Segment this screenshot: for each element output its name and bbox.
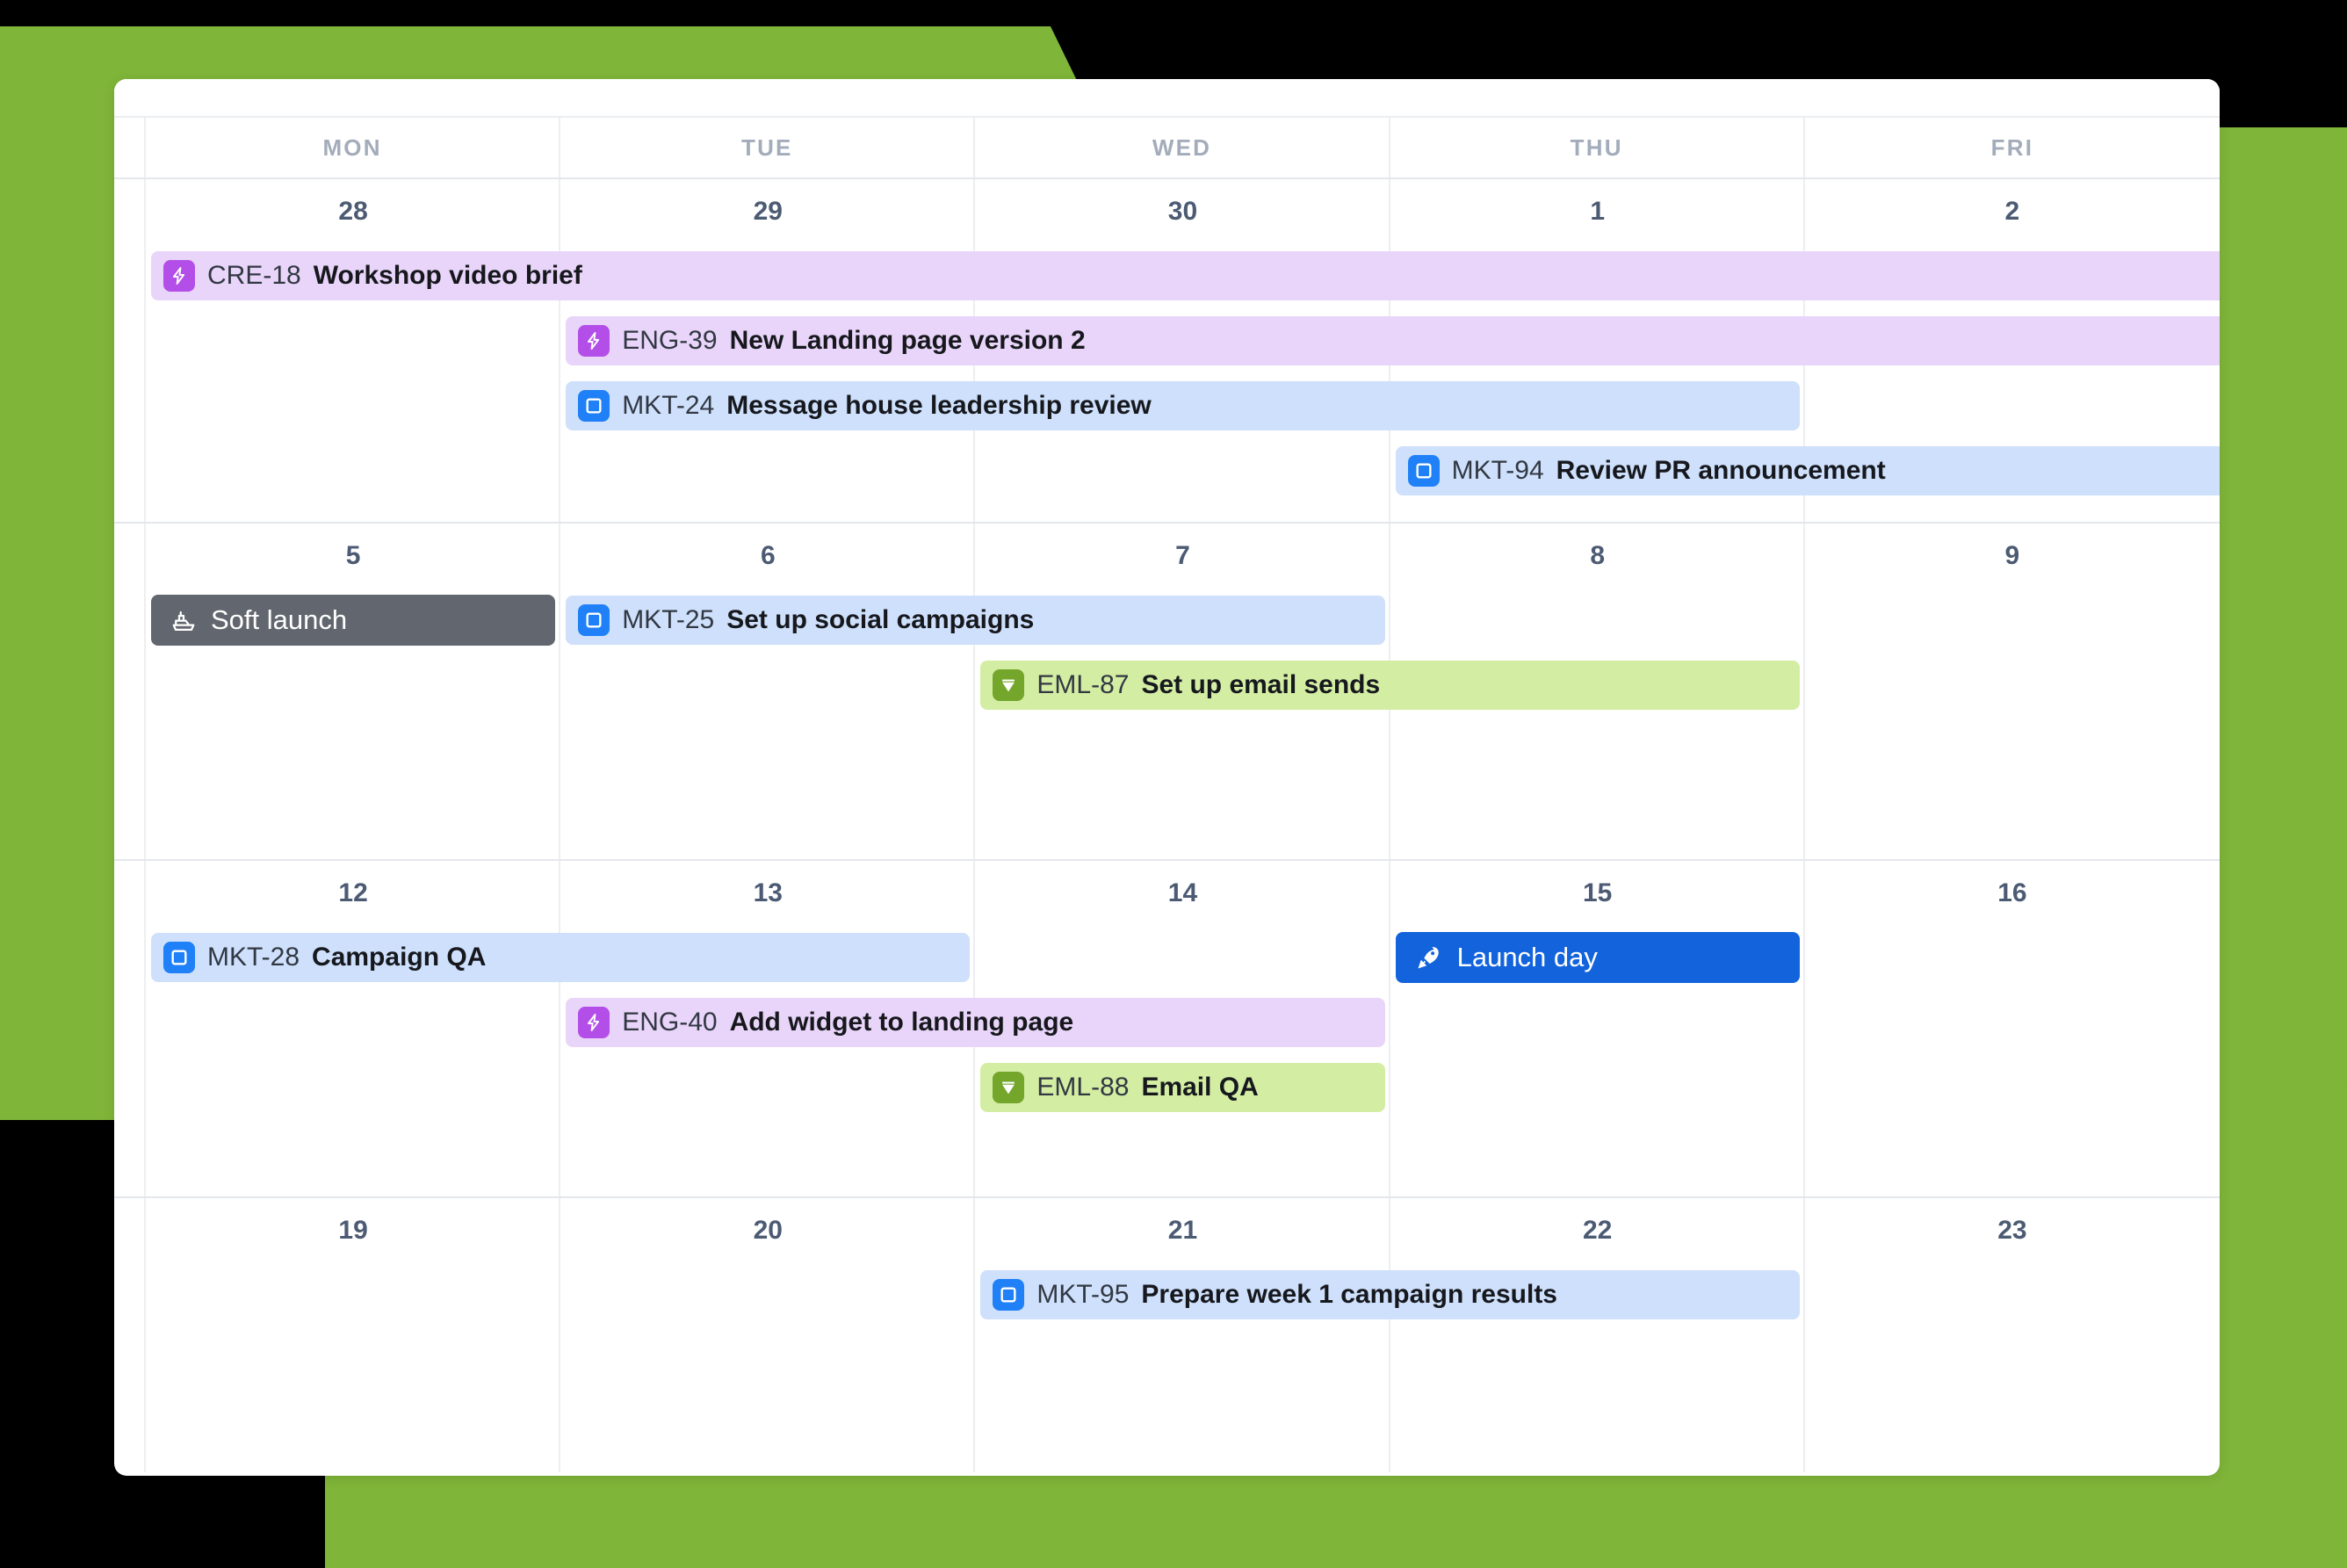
weekday-header-thu: THU: [1390, 118, 1805, 177]
day-number[interactable]: 22: [1583, 1216, 1613, 1245]
day-number[interactable]: 12: [338, 878, 368, 907]
event-title: Add widget to landing page: [729, 1008, 1074, 1037]
day-number[interactable]: 14: [1167, 878, 1198, 907]
event-title: Prepare week 1 campaign results: [1141, 1280, 1557, 1309]
calendar-week-row: 5 6 7 8 9 MKT-25 Set up social campaigns EML-87…: [114, 524, 2220, 861]
calendar-event[interactable]: MKT-95 Prepare week 1 campaign results: [980, 1270, 1800, 1319]
event-title: Workshop video brief: [313, 261, 582, 290]
calendar-weeks: 28 29 30 1 2 CRE-18 Workshop video brief ENG-39…: [114, 179, 2220, 1472]
calendar-week-row: 19 20 21 22 23 MKT-95 Prepare week 1 campaign …: [114, 1198, 2220, 1472]
event-issue-key: EML-87: [1036, 670, 1130, 699]
day-number[interactable]: 30: [1167, 197, 1198, 226]
event-title: Campaign QA: [312, 943, 487, 972]
event-layer: MKT-28 Campaign QA ENG-40 Add widget to lan…: [114, 926, 2220, 1196]
day-number-gutter: [114, 179, 146, 244]
event-title: Message house leadership review: [726, 391, 1152, 420]
day-number[interactable]: 6: [760, 541, 776, 570]
weekday-header-mon: MON: [146, 118, 561, 177]
subtask-chevron-down-icon: [993, 1072, 1025, 1103]
event-issue-key: MKT-94: [1451, 456, 1544, 485]
day-number[interactable]: 15: [1583, 878, 1613, 907]
event-layer: MKT-95 Prepare week 1 campaign results: [114, 1263, 2220, 1472]
event-title: Email QA: [1141, 1073, 1259, 1102]
calendar-milestone[interactable]: Launch day: [1395, 932, 1800, 983]
day-number[interactable]: 1: [1590, 197, 1606, 226]
lightning-bolt-icon: [578, 1007, 610, 1038]
calendar-week-row: 28 29 30 1 2 CRE-18 Workshop video brief ENG-39…: [114, 179, 2220, 524]
event-title: Set up social campaigns: [726, 605, 1035, 634]
calendar-event[interactable]: MKT-28 Campaign QA: [151, 933, 971, 982]
calendar-week-row: 12 13 14 15 16 MKT-28 Campaign QA ENG-40 Add wid…: [114, 861, 2220, 1198]
calendar-event[interactable]: EML-87 Set up email sends: [980, 661, 1800, 710]
event-layer: CRE-18 Workshop video brief ENG-39 New Land…: [114, 244, 2220, 522]
day-number[interactable]: 20: [753, 1216, 783, 1245]
event-issue-key: MKT-25: [622, 605, 715, 634]
calendar-event[interactable]: CRE-18 Workshop video brief: [151, 251, 2220, 300]
card-top-padding: [114, 79, 2220, 116]
calendar-event[interactable]: MKT-25 Set up social campaigns: [566, 596, 1385, 645]
task-square-icon: [1407, 455, 1440, 487]
day-number[interactable]: 9: [2004, 541, 2020, 570]
weekday-header-tue: TUE: [560, 118, 976, 177]
day-number-gutter: [114, 524, 146, 589]
day-number[interactable]: 8: [1590, 541, 1606, 570]
weekday-header-wed: WED: [975, 118, 1390, 177]
event-issue-key: ENG-39: [622, 326, 718, 355]
task-square-icon: [163, 942, 195, 973]
day-number-row: 12 13 14 15 16: [114, 861, 2220, 926]
event-title: New Landing page version 2: [729, 326, 1086, 355]
lightning-bolt-icon: [578, 325, 610, 357]
green-backdrop-right-slab: [2213, 1080, 2347, 1568]
day-number-gutter: [114, 1198, 146, 1263]
weekday-header-gutter: [114, 118, 146, 177]
ship-icon: [170, 607, 197, 633]
calendar-event[interactable]: ENG-40 Add widget to landing page: [566, 998, 1385, 1047]
day-number[interactable]: 23: [1997, 1216, 2027, 1245]
event-title: Set up email sends: [1141, 670, 1381, 699]
event-issue-key: MKT-24: [622, 391, 715, 420]
event-issue-key: ENG-40: [622, 1008, 718, 1037]
weekday-header-fri: FRI: [1990, 134, 2034, 161]
day-number-row: 28 29 30 1 2: [114, 179, 2220, 244]
calendar-milestone[interactable]: Soft launch: [151, 595, 556, 646]
event-title: Review PR announcement: [1556, 456, 1886, 485]
milestone-label: Launch day: [1456, 942, 1598, 972]
day-number[interactable]: 5: [345, 541, 361, 570]
event-issue-key: MKT-28: [207, 943, 300, 972]
day-number[interactable]: 16: [1997, 878, 2027, 907]
day-number[interactable]: 7: [1175, 541, 1190, 570]
task-square-icon: [993, 1279, 1025, 1311]
day-number[interactable]: 28: [338, 197, 368, 226]
milestone-label: Soft launch: [211, 604, 348, 635]
day-number[interactable]: 29: [753, 197, 783, 226]
calendar-event[interactable]: EML-88 Email QA: [980, 1063, 1385, 1112]
lightning-bolt-icon: [163, 260, 195, 292]
task-square-icon: [578, 604, 610, 636]
calendar-event[interactable]: MKT-24 Message house leadership review: [566, 381, 1800, 430]
event-issue-key: EML-88: [1036, 1073, 1130, 1102]
day-number-row: 5 6 7 8 9: [114, 524, 2220, 589]
calendar-event[interactable]: MKT-94 Review PR announcement: [1395, 446, 2220, 495]
day-number[interactable]: 21: [1167, 1216, 1198, 1245]
task-square-icon: [578, 390, 610, 422]
calendar-card: MON TUE WED THU FRI 28 29 30 1 2 CRE-18 Worksh…: [114, 79, 2220, 1476]
weekday-header-row: MON TUE WED THU FRI: [114, 116, 2220, 179]
day-number[interactable]: 2: [2004, 197, 2020, 226]
event-issue-key: CRE-18: [207, 261, 301, 290]
event-issue-key: MKT-95: [1036, 1280, 1130, 1309]
day-number-row: 19 20 21 22 23: [114, 1198, 2220, 1263]
day-number[interactable]: 13: [753, 878, 783, 907]
day-number-gutter: [114, 861, 146, 926]
calendar-event[interactable]: ENG-39 New Landing page version 2: [566, 316, 2220, 365]
day-number[interactable]: 19: [338, 1216, 368, 1245]
subtask-chevron-down-icon: [993, 669, 1025, 701]
event-layer: MKT-25 Set up social campaigns EML-87 Set u…: [114, 589, 2220, 859]
rocket-icon: [1415, 943, 1443, 972]
